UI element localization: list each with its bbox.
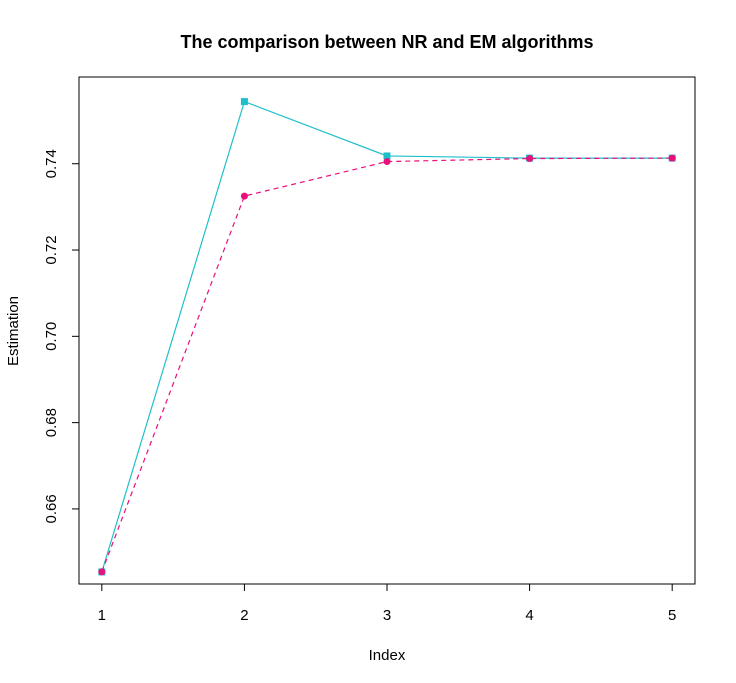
x-tick-label: 2	[240, 607, 248, 624]
series-2-point	[668, 154, 676, 162]
x-tick-label: 5	[668, 607, 676, 624]
y-tick-label: 0.72	[43, 235, 60, 264]
series-2-point	[240, 192, 248, 200]
chart-title: The comparison between NR and EM algorit…	[180, 32, 593, 52]
series-1	[98, 98, 676, 576]
x-tick-label: 1	[98, 607, 106, 624]
series-1-line	[101, 100, 673, 573]
y-tick-label: 0.74	[43, 149, 60, 178]
x-axis-label: Index	[369, 647, 406, 664]
series-2-point	[383, 158, 391, 166]
series-2-point	[526, 155, 534, 163]
y-tick-label: 0.66	[43, 494, 60, 523]
y-axis: 0.66 0.68 0.70 0.72 0.74	[43, 149, 80, 524]
y-axis-label: Estimation	[5, 296, 22, 366]
y-tick-label: 0.70	[43, 322, 60, 351]
series-2-point	[98, 568, 106, 576]
series-1-point	[240, 98, 248, 106]
series-2-line	[101, 157, 673, 573]
x-axis: 1 2 3 4 5	[98, 583, 676, 624]
series-2	[98, 154, 676, 576]
series-layer	[98, 98, 676, 576]
series-1-point	[383, 152, 391, 160]
y-tick-label: 0.68	[43, 408, 60, 437]
x-tick-label: 3	[383, 607, 391, 624]
x-tick-label: 4	[525, 607, 533, 624]
